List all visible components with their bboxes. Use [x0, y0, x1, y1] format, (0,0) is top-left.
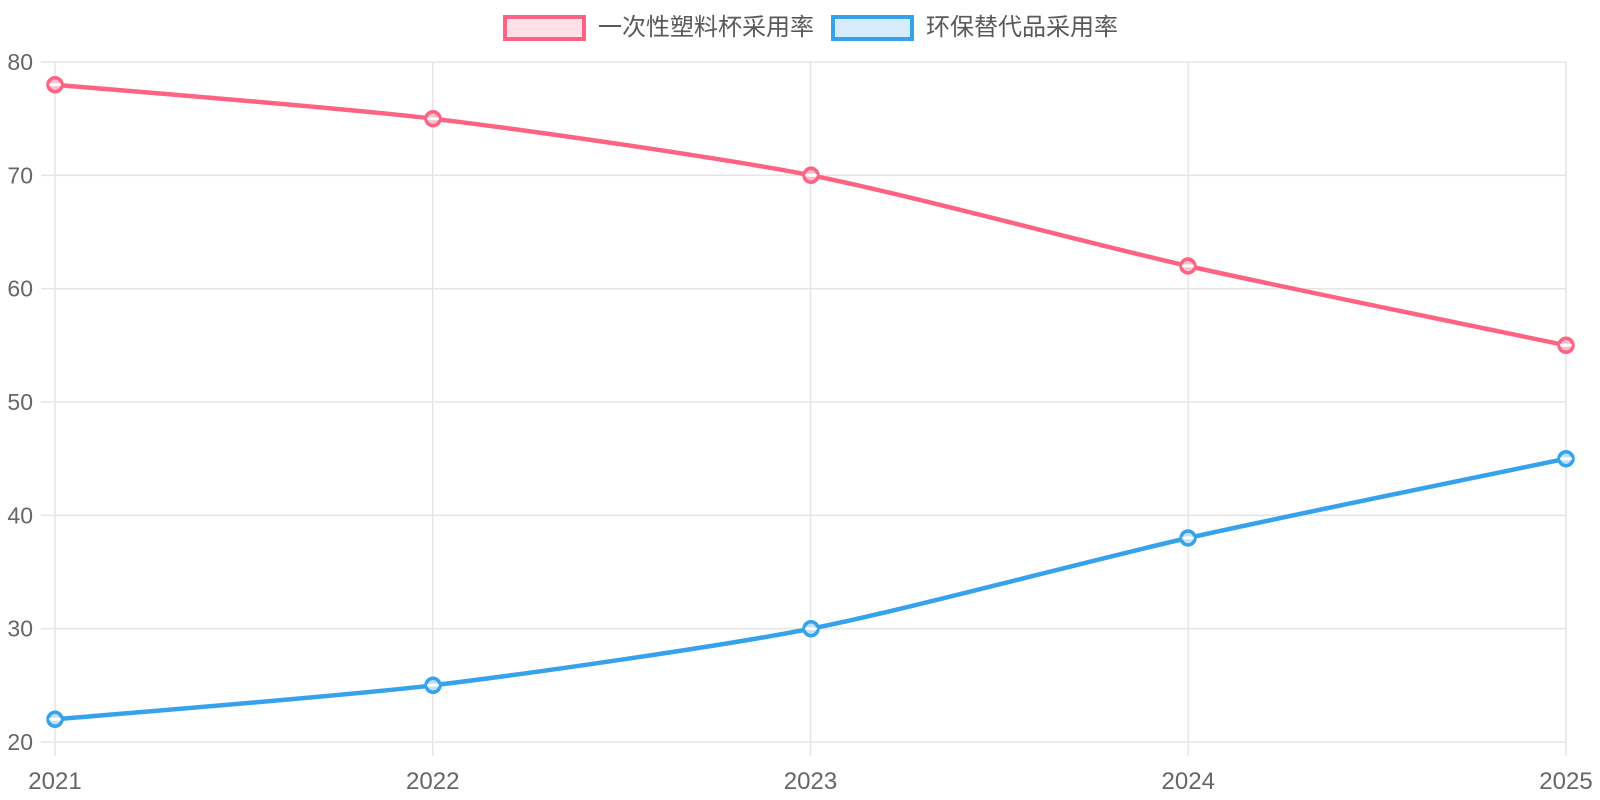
y-axis-label: 40: [7, 502, 33, 528]
y-axis-label: 20: [7, 729, 33, 755]
y-axis-label: 50: [7, 389, 33, 415]
legend-item-plastic-cups[interactable]: 一次性塑料杯采用率: [503, 14, 814, 42]
x-axis-label: 2022: [406, 768, 459, 795]
x-axis-label: 2024: [1162, 768, 1215, 795]
x-axis-label: 2021: [28, 768, 81, 795]
y-axis-label: 30: [7, 616, 33, 642]
legend-label-plastic-cups: 一次性塑料杯采用率: [598, 14, 814, 41]
legend-label-eco-alternatives: 环保替代品采用率: [926, 14, 1118, 41]
y-axis-label: 80: [7, 49, 33, 75]
y-axis-label: 70: [7, 162, 33, 188]
chart-legend: 一次性塑料杯采用率 环保替代品采用率: [55, 14, 1566, 42]
legend-item-eco-alternatives[interactable]: 环保替代品采用率: [831, 14, 1118, 42]
legend-swatch-plastic-cups: [503, 15, 586, 41]
x-axis-label: 2023: [784, 768, 837, 795]
y-axis-label: 60: [7, 276, 33, 302]
x-axis-label: 2025: [1539, 768, 1592, 795]
legend-swatch-eco-alternatives: [831, 15, 914, 41]
